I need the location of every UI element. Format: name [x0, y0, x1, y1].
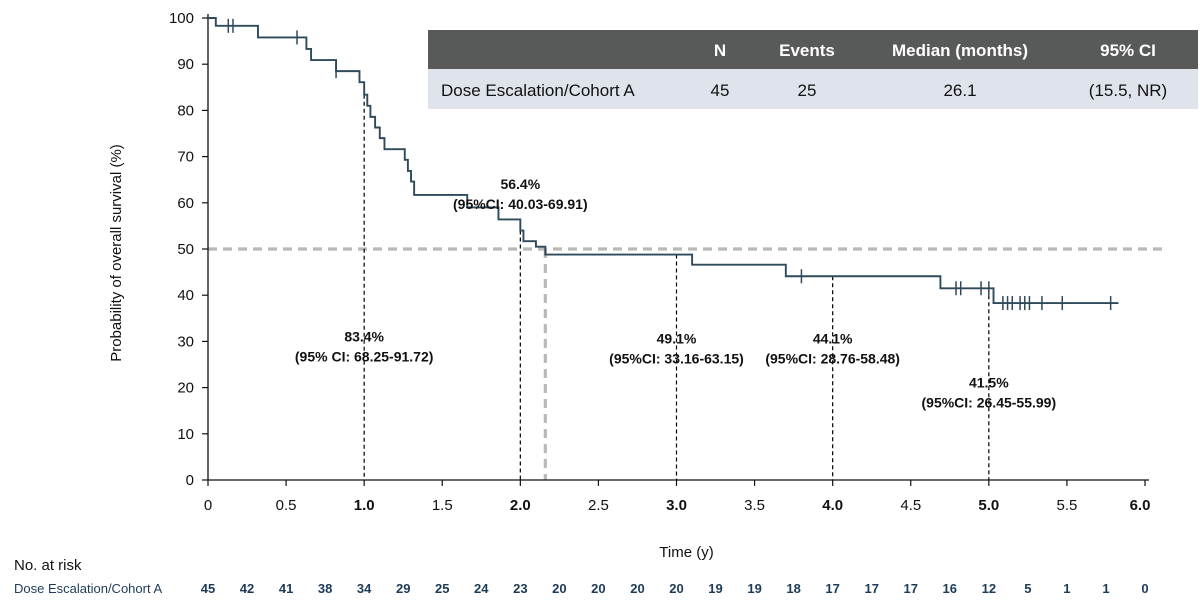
x-tick-label-7: 3.5 [744, 497, 765, 514]
table-header-cell-4: 95% CI [1100, 41, 1156, 60]
y-tick-label-100: 100 [169, 10, 194, 27]
x-tick-label-4: 2.0 [510, 497, 531, 514]
landmark-drop-lines [363, 94, 990, 480]
risk-count-16: 17 [825, 581, 839, 596]
risk-count-3: 38 [318, 581, 332, 596]
risk-count-17: 17 [864, 581, 878, 596]
x-tick-label-0: 0 [204, 497, 212, 514]
y-tick-label-80: 80 [177, 102, 194, 119]
landmark-estimate-1: 56.4% [500, 176, 540, 192]
risk-count-6: 25 [435, 581, 449, 596]
risk-count-4: 34 [357, 581, 372, 596]
risk-count-11: 20 [630, 581, 644, 596]
risk-table-title: No. at risk [14, 557, 82, 574]
landmark-annotations: 83.4% (95% CI: 68.25-91.72) 56.4% (95%CI: 4… [295, 176, 1056, 411]
y-axis-title: Probability of overall survival (%) [108, 144, 125, 362]
landmark-estimate-0: 83.4% [344, 328, 384, 344]
risk-count-23: 1 [1102, 581, 1109, 596]
table-row-bg [428, 69, 1198, 109]
table-header-cell-3: Median (months) [892, 41, 1028, 60]
table-header-bg [428, 30, 1198, 69]
y-tick-label-40: 40 [177, 287, 194, 304]
landmark-estimate-4: 41.5% [969, 375, 1009, 391]
survival-curves [208, 17, 1119, 311]
risk-count-9: 20 [552, 581, 566, 596]
table-cell-0-1: 45 [711, 81, 730, 100]
risk-table: No. at risk Dose Escalation/Cohort A 45 42 4… [14, 557, 1149, 596]
y-tick-label-50: 50 [177, 241, 194, 258]
risk-count-12: 20 [669, 581, 683, 596]
table-header-cell-1: N [714, 41, 726, 60]
x-tick-label-9: 4.5 [900, 497, 921, 514]
survival-curve-0 [208, 17, 1119, 305]
median-reference-lines [208, 247, 1165, 480]
y-tick-label-70: 70 [177, 149, 194, 166]
landmark-ci-2: (95%CI: 33.16-63.15) [609, 351, 744, 367]
x-tick-label-2: 1.0 [354, 497, 375, 514]
y-tick-label-30: 30 [177, 333, 194, 350]
risk-count-24: 0 [1141, 581, 1148, 596]
risk-table-row-label: Dose Escalation/Cohort A [14, 581, 162, 596]
table-cell-0-3: 26.1 [943, 81, 976, 100]
landmark-estimate-2: 49.1% [657, 331, 697, 347]
table-header-cell-2: Events [779, 41, 835, 60]
risk-count-18: 17 [904, 581, 918, 596]
risk-count-14: 19 [747, 581, 761, 596]
x-tick-label-10: 5.0 [978, 497, 999, 514]
risk-count-0: 45 [201, 581, 215, 596]
x-axis-title: Time (y) [659, 544, 713, 561]
risk-count-7: 24 [474, 581, 489, 596]
x-tick-label-6: 3.0 [666, 497, 687, 514]
y-tick-label-90: 90 [177, 56, 194, 73]
y-tick-label-0: 0 [186, 472, 194, 489]
risk-count-21: 5 [1024, 581, 1031, 596]
risk-count-10: 20 [591, 581, 605, 596]
x-tick-label-12: 6.0 [1130, 497, 1151, 514]
axes: 0 10 20 30 40 50 60 70 80 90 100 0 0.5 1.0 1.5 2.0 2.5 3.… [108, 10, 1150, 561]
risk-count-15: 18 [786, 581, 800, 596]
y-tick-label-10: 10 [177, 426, 194, 443]
landmark-ci-1: (95%CI: 40.03-69.91) [453, 196, 588, 212]
table-cell-0-0: Dose Escalation/Cohort A [441, 81, 635, 100]
x-tick-label-11: 5.5 [1056, 497, 1077, 514]
x-tick-label-1: 0.5 [276, 497, 297, 514]
landmark-ci-3: (95%CI: 28.76-58.48) [765, 351, 900, 367]
x-tick-label-8: 4.0 [822, 497, 843, 514]
y-tick-label-20: 20 [177, 380, 194, 397]
risk-count-19: 16 [943, 581, 957, 596]
risk-count-13: 19 [708, 581, 722, 596]
summary-table: N Events Median (months) 95% CI Dose Escalat… [428, 30, 1198, 109]
risk-count-20: 12 [982, 581, 996, 596]
table-cell-0-4: (15.5, NR) [1089, 81, 1167, 100]
landmark-ci-4: (95%CI: 26.45-55.99) [922, 395, 1057, 411]
risk-count-8: 23 [513, 581, 527, 596]
x-tick-label-3: 1.5 [432, 497, 453, 514]
risk-count-22: 1 [1063, 581, 1070, 596]
y-tick-label-60: 60 [177, 195, 194, 212]
risk-count-2: 41 [279, 581, 293, 596]
risk-count-5: 29 [396, 581, 410, 596]
table-cell-0-2: 25 [798, 81, 817, 100]
landmark-estimate-3: 44.1% [813, 331, 853, 347]
risk-count-1: 42 [240, 581, 254, 596]
landmark-ci-0: (95% CI: 68.25-91.72) [295, 348, 434, 364]
x-tick-label-5: 2.5 [588, 497, 609, 514]
